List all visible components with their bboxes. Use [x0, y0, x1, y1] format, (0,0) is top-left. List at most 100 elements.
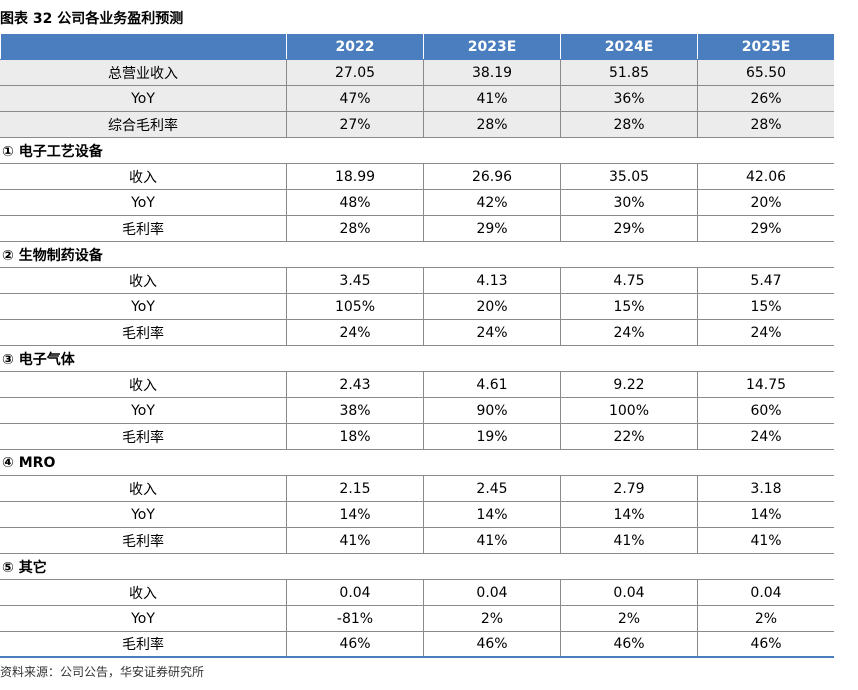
- row-label: 收入: [129, 481, 157, 498]
- row-label: 毛利率: [122, 429, 164, 446]
- header-cell: 2025E: [697, 34, 834, 59]
- data-cell: 2%: [560, 606, 697, 631]
- data-cell: 18.99: [286, 164, 423, 189]
- data-row: 综合毛利率 27% 28% 28% 28%: [0, 112, 834, 138]
- data-cell: 15%: [560, 294, 697, 319]
- data-cell: 30%: [560, 190, 697, 215]
- data-cell: 18%: [286, 424, 423, 449]
- section-title: ① 电子工艺设备: [2, 143, 103, 160]
- data-cell: 100%: [560, 398, 697, 423]
- data-cell: 4.61: [423, 372, 560, 397]
- row-label: YoY: [131, 298, 155, 315]
- data-cell: 46%: [560, 632, 697, 656]
- data-row: 毛利率 28% 29% 29% 29%: [0, 216, 834, 242]
- data-cell: 38.19: [423, 60, 560, 85]
- data-cell: 5.47: [697, 268, 834, 293]
- data-row: 收入 2.15 2.45 2.79 3.18: [0, 476, 834, 502]
- section-row: ⑤ 其它: [0, 554, 834, 580]
- data-row: YoY 47% 41% 36% 26%: [0, 86, 834, 112]
- data-cell: 41%: [286, 528, 423, 553]
- row-label: 毛利率: [122, 533, 164, 550]
- data-row: 总营业收入 27.05 38.19 51.85 65.50: [0, 60, 834, 86]
- data-row: YoY -81% 2% 2% 2%: [0, 606, 834, 632]
- data-cell: 22%: [560, 424, 697, 449]
- data-cell: 28%: [286, 216, 423, 241]
- source-note: 资料来源：公司公告，华安证券研究所: [0, 665, 205, 679]
- data-cell: 4.13: [423, 268, 560, 293]
- data-cell: 41%: [697, 528, 834, 553]
- data-cell: 29%: [560, 216, 697, 241]
- data-cell: 46%: [286, 632, 423, 656]
- data-cell: 24%: [423, 320, 560, 345]
- section-title: ② 生物制药设备: [2, 247, 103, 264]
- data-row: 收入 18.99 26.96 35.05 42.06: [0, 164, 834, 190]
- data-cell: 47%: [286, 86, 423, 111]
- data-row: 收入 0.04 0.04 0.04 0.04: [0, 580, 834, 606]
- row-label: 总营业收入: [108, 65, 178, 82]
- data-cell: 2.79: [560, 476, 697, 501]
- data-cell: 24%: [697, 320, 834, 345]
- data-cell: 26.96: [423, 164, 560, 189]
- data-cell: 2%: [423, 606, 560, 631]
- data-cell: 90%: [423, 398, 560, 423]
- data-row: YoY 38% 90% 100% 60%: [0, 398, 834, 424]
- row-label: 毛利率: [122, 637, 164, 653]
- row-label: 收入: [129, 377, 157, 394]
- data-cell: 41%: [423, 528, 560, 553]
- data-row: 收入 2.43 4.61 9.22 14.75: [0, 372, 834, 398]
- data-cell: 28%: [423, 112, 560, 137]
- data-cell: 38%: [286, 398, 423, 423]
- data-cell: 24%: [286, 320, 423, 345]
- row-label: YoY: [131, 194, 155, 211]
- data-cell: 42%: [423, 190, 560, 215]
- data-cell: 42.06: [697, 164, 834, 189]
- data-cell: 0.04: [423, 580, 560, 605]
- header-cell: 2023E: [423, 34, 560, 59]
- data-cell: 20%: [697, 190, 834, 215]
- table-title: 图表 32 公司各业务盈利预测: [0, 11, 184, 27]
- data-row: 毛利率 24% 24% 24% 24%: [0, 320, 834, 346]
- section-row: ① 电子工艺设备: [0, 138, 834, 164]
- data-row: YoY 14% 14% 14% 14%: [0, 502, 834, 528]
- row-label: 收入: [129, 585, 157, 602]
- section-row: ③ 电子气体: [0, 346, 834, 372]
- row-label: 收入: [129, 169, 157, 186]
- data-cell: 51.85: [560, 60, 697, 85]
- header-cell: 2024E: [560, 34, 697, 59]
- data-cell: 65.50: [697, 60, 834, 85]
- forecast-table: 2022 2023E 2024E 2025E 总营业收入 27.05 38.19 51.85 6…: [0, 34, 834, 658]
- row-label: YoY: [131, 402, 155, 419]
- data-cell: 0.04: [286, 580, 423, 605]
- data-cell: 20%: [423, 294, 560, 319]
- data-cell: 19%: [423, 424, 560, 449]
- data-cell: 14%: [423, 502, 560, 527]
- data-cell: 36%: [560, 86, 697, 111]
- data-cell: 9.22: [560, 372, 697, 397]
- data-cell: 3.45: [286, 268, 423, 293]
- row-label: 收入: [129, 273, 157, 290]
- data-cell: 2%: [697, 606, 834, 631]
- section-title: ④ MRO: [2, 454, 56, 471]
- data-cell: 28%: [697, 112, 834, 137]
- data-cell: 14.75: [697, 372, 834, 397]
- data-cell: 3.18: [697, 476, 834, 501]
- data-cell: 41%: [560, 528, 697, 553]
- data-cell: 2.45: [423, 476, 560, 501]
- data-row: 收入 3.45 4.13 4.75 5.47: [0, 268, 834, 294]
- data-row: 毛利率 41% 41% 41% 41%: [0, 528, 834, 554]
- header-row: 2022 2023E 2024E 2025E: [0, 34, 834, 60]
- data-cell: 15%: [697, 294, 834, 319]
- section-title: ⑤ 其它: [2, 559, 47, 576]
- row-label: 毛利率: [122, 221, 164, 238]
- section-row: ④ MRO: [0, 450, 834, 476]
- data-cell: 14%: [560, 502, 697, 527]
- row-label: YoY: [131, 506, 155, 523]
- data-cell: 28%: [560, 112, 697, 137]
- data-cell: 29%: [423, 216, 560, 241]
- section-row: ② 生物制药设备: [0, 242, 834, 268]
- data-cell: 0.04: [560, 580, 697, 605]
- data-cell: 24%: [560, 320, 697, 345]
- data-cell: 27.05: [286, 60, 423, 85]
- row-label: 综合毛利率: [108, 117, 178, 134]
- data-row: YoY 105% 20% 15% 15%: [0, 294, 834, 320]
